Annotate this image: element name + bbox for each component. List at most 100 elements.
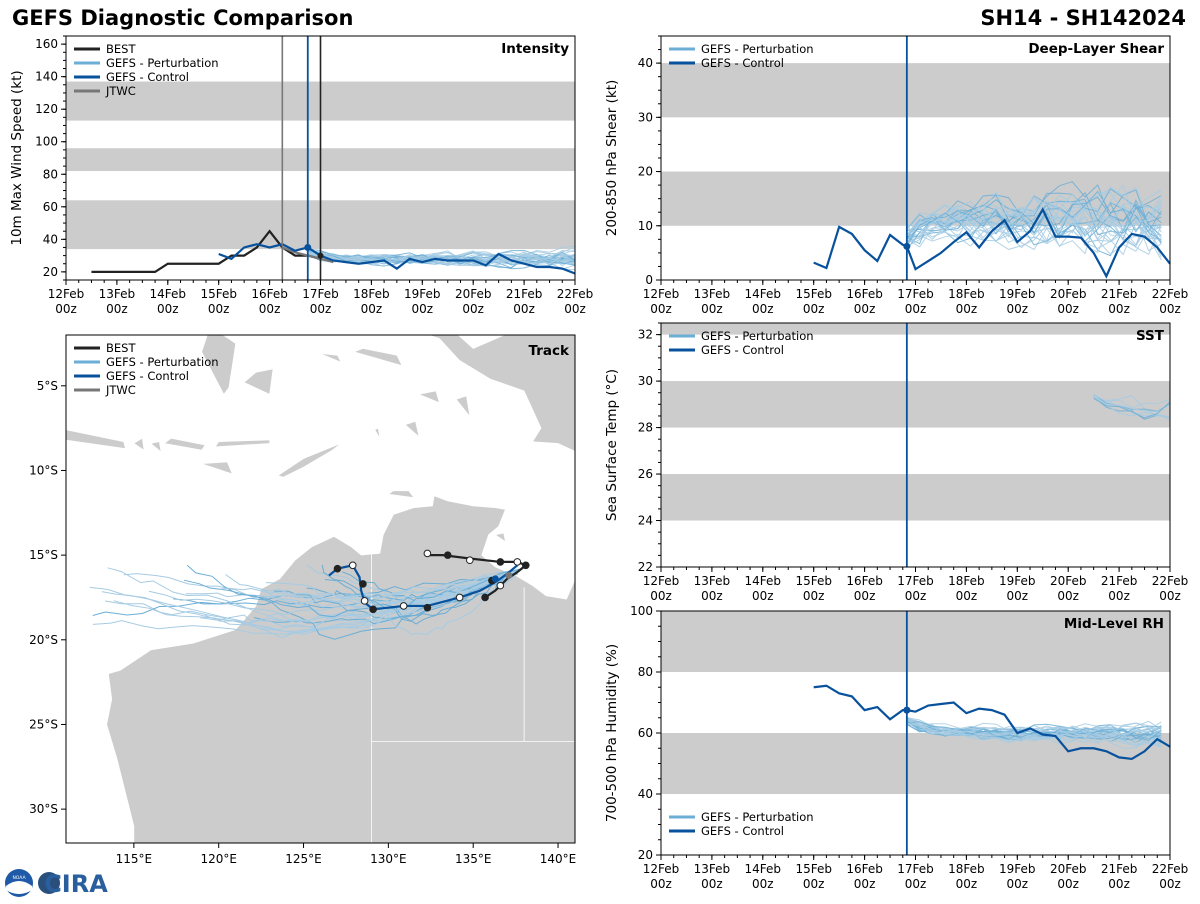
intensity-xtick-day: 22Feb [557, 287, 594, 301]
sst-ytick-label: 22 [638, 560, 653, 574]
track-legend-label: JTWC [105, 383, 136, 397]
shear-xtick-hour: 00z [1057, 302, 1079, 316]
rh-perturbation-line [906, 718, 1162, 742]
rh-analysis-dot [903, 706, 911, 714]
intensity-xtick-day: 17Feb [302, 287, 339, 301]
track-panel: 115°E 120°E 125°E 130°E 135°E 140°E 5°S 10°S 15°… [29, 334, 576, 866]
shear-ytick-label: 40 [638, 56, 653, 70]
intensity-xtick-hour: 00z [412, 302, 434, 316]
sst-ytick-label: 26 [638, 467, 653, 481]
sst-ytick-label: 24 [638, 514, 653, 528]
track-ytick-label: 25°S [29, 717, 58, 731]
intensity-perturbation-line [307, 249, 576, 267]
rh-control-line [813, 684, 1171, 761]
track-perturbation-line [200, 569, 520, 622]
sst-xtick-day: 20Feb [1050, 574, 1087, 588]
rh-perturbation-line [906, 717, 1162, 748]
shear-ytick-label: 20 [638, 165, 653, 179]
noaa-logo-text: NOAA [12, 875, 26, 881]
shear-panel: 01020304012Feb00z13Feb00z14Feb00z15Feb00… [604, 35, 1188, 316]
shear-ytick-label: 0 [645, 273, 653, 287]
track-ytick-label: 10°S [29, 463, 58, 477]
sst-xtick-day: 12Feb [643, 574, 680, 588]
rh-ytick-label: 20 [638, 848, 653, 862]
sst-xtick-hour: 00z [956, 589, 978, 603]
track-control-point [359, 580, 367, 588]
shear-xtick-hour: 00z [854, 302, 876, 316]
shear-perturbation-line [906, 188, 1162, 241]
track-ytick-label: 15°S [29, 548, 58, 562]
track-map [66, 335, 575, 843]
track-perturbation-line [101, 573, 512, 633]
intensity-xtick-hour: 00z [259, 302, 281, 316]
sst-xtick-hour: 00z [752, 589, 774, 603]
track-control-point [399, 602, 408, 610]
intensity-legend-label: JTWC [105, 84, 136, 98]
new-guinea-land [427, 335, 575, 452]
shear-perturbation-line [906, 194, 1162, 242]
shear-xtick-day: 15Feb [795, 287, 832, 301]
intensity-xtick-hour: 00z [564, 302, 586, 316]
sst-xtick-day: 14Feb [745, 574, 782, 588]
track-control-point [348, 561, 357, 570]
rh-xtick-day: 21Feb [1101, 862, 1138, 876]
shear-perturbation-line [906, 202, 1162, 249]
track-control-start [491, 575, 499, 583]
rh-xtick-day: 22Feb [1152, 862, 1189, 876]
track-title: Track [529, 343, 570, 359]
shear-perturbation-line [906, 191, 1162, 246]
sst-band [661, 474, 1170, 521]
intensity-xtick-day: 14Feb [150, 287, 187, 301]
sst-xtick-hour: 00z [650, 589, 672, 603]
sst-frame [660, 322, 1171, 568]
figure-title: GEFS Diagnostic Comparison [12, 6, 354, 30]
track-control-point [333, 564, 342, 573]
rh-xtick-hour: 00z [854, 877, 876, 891]
intensity-ytick-label: 100 [35, 135, 58, 149]
track-control-point [369, 605, 377, 614]
intensity-ytick-label: 160 [35, 37, 58, 51]
intensity-ytick-label: 140 [35, 70, 58, 84]
track-frame [65, 334, 576, 844]
shear-xtick-hour: 00z [701, 302, 723, 316]
shear-xtick-hour: 00z [650, 302, 672, 316]
rh-ytick-label: 100 [630, 604, 653, 618]
rh-title: Mid-Level RH [1064, 616, 1164, 632]
shear-perturbation-line [906, 189, 1162, 245]
track-control-point [423, 603, 432, 612]
shear-perturbation-line [906, 199, 1162, 257]
intensity-analysis-dot [304, 243, 312, 251]
sst-xtick-day: 18Feb [948, 574, 985, 588]
intensity-legend-label: GEFS - Control [106, 70, 189, 84]
intensity-xtick-day: 19Feb [404, 287, 441, 301]
seram-land [353, 348, 403, 366]
intensity-xtick-day: 20Feb [455, 287, 492, 301]
kai-land [417, 390, 440, 404]
rh-band [661, 733, 1170, 794]
sst-xtick-hour: 00z [854, 589, 876, 603]
sumbawa-land [163, 437, 206, 451]
rh-ytick-label: 60 [638, 726, 653, 740]
track-ytick-label: 30°S [29, 802, 58, 816]
shear-perturbation-line [906, 195, 1162, 248]
sst-perturbation-line [1093, 397, 1171, 419]
rh-xtick-hour: 00z [1159, 877, 1181, 891]
track-legend-label: BEST [106, 341, 136, 355]
sst-xtick-day: 16Feb [846, 574, 883, 588]
intensity-xtick-hour: 00z [106, 302, 128, 316]
flores-land [214, 439, 270, 448]
bali-land [133, 437, 145, 451]
track-best-point [466, 556, 474, 565]
sst-xtick-hour: 00z [1159, 589, 1181, 603]
shear-ytick-label: 10 [638, 219, 653, 233]
intensity-ylabel: 10m Max Wind Speed (kt) [9, 70, 25, 245]
rh-xtick-day: 17Feb [897, 862, 934, 876]
sst-xtick-day: 22Feb [1152, 574, 1189, 588]
intensity-control-line [218, 243, 576, 275]
sst-xtick-day: 19Feb [999, 574, 1036, 588]
track-best-point [521, 561, 530, 570]
intensity-panel: 2040608010012014016012Feb00z13Feb00z14Fe… [9, 35, 594, 316]
rh-xtick-hour: 00z [956, 877, 978, 891]
sst-xtick-day: 15Feb [795, 574, 832, 588]
intensity-ytick-label: 80 [43, 167, 58, 181]
